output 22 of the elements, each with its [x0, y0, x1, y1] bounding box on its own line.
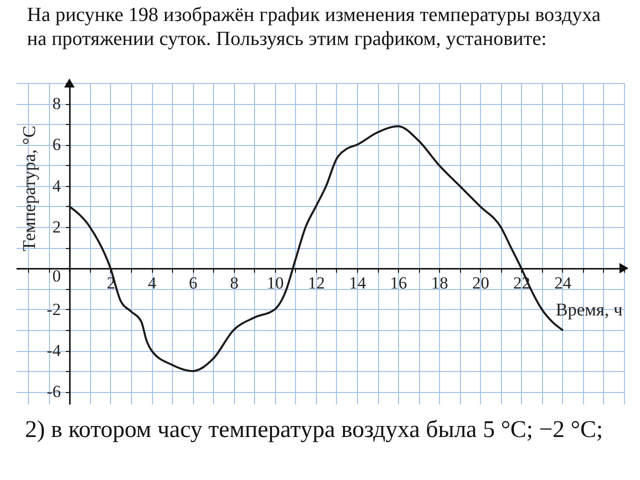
x-tick-label: 24: [554, 274, 572, 293]
x-axis-title: Время, ч: [556, 300, 622, 320]
y-tick-label: -2: [46, 300, 61, 319]
y-tick-label: 8: [52, 94, 61, 114]
x-tick-label: 20: [472, 274, 490, 293]
text: 2) в котором часу температура воздуха была 5 °C; −2 °C;: [25, 417, 603, 443]
x-tick-label: 16: [390, 274, 408, 293]
y-tick-label: 4: [52, 176, 62, 196]
x-tick-label: 6: [188, 274, 198, 293]
x-tick-label: 4: [148, 274, 157, 293]
y-tick-label: 2: [52, 218, 61, 237]
y-tick-label: 0: [52, 266, 61, 286]
y-tick-label: -6: [46, 382, 61, 402]
x-tick-label: 8: [230, 274, 238, 293]
x-tick-label: 10: [266, 274, 284, 293]
y-tick-label: 6: [52, 135, 61, 154]
x-tick-label: 18: [431, 274, 448, 293]
y-tick-label: -4: [46, 341, 62, 360]
x-tick-label: 14: [348, 274, 366, 293]
chart-title: На рисунке 198 изображён график изменения температуры воздуха на протяжении суток. Пользуясь этим графиком, установите:: [27, 4, 601, 50]
y-axis-title: Температура, °C: [18, 126, 39, 252]
x-tick-label: 12: [308, 274, 325, 293]
